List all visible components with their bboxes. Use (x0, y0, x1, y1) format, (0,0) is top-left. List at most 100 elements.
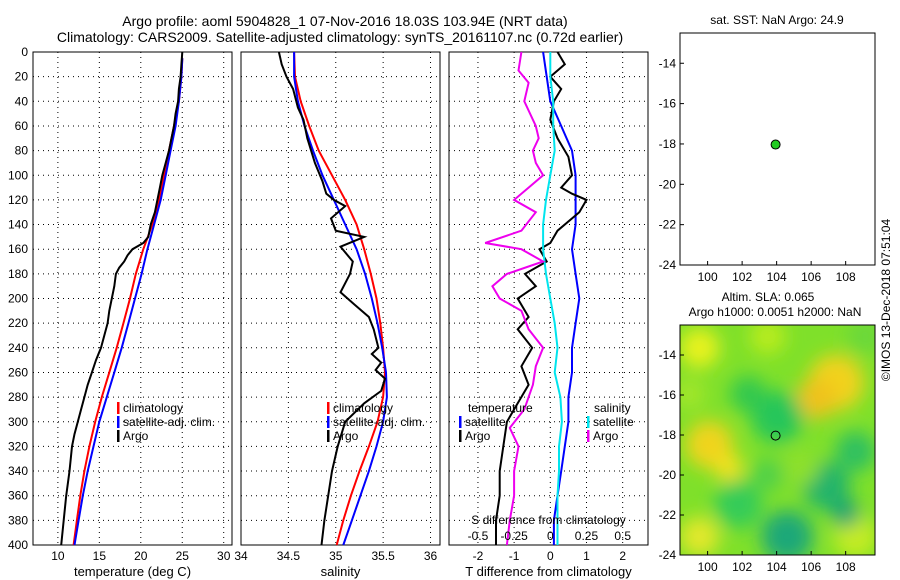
depth-tick-label: 180 (8, 267, 28, 281)
sla-heatmap-blob (796, 378, 837, 419)
salinity-xtick-label: 35 (329, 549, 343, 563)
depth-tick-label: 260 (8, 365, 28, 379)
sla-heatmap-blob (751, 458, 784, 491)
sla-map-xtick-label: 106 (801, 560, 821, 574)
difference-xtick-label: 0 (547, 549, 554, 563)
sst-map-ytick-label: -16 (659, 97, 677, 111)
sst-map-xtick-label: 102 (732, 270, 752, 284)
sst-map-ytick-label: -24 (659, 258, 677, 272)
temperature-axes-frame (32, 51, 233, 546)
depth-tick-label: 240 (8, 341, 28, 355)
difference-legend-temperature-heading: temperature (468, 401, 533, 415)
difference-s-tick-label: 0.5 (614, 529, 631, 543)
sla-map-argo-point (770, 430, 781, 441)
difference-legend-swatch (459, 430, 462, 442)
difference-series-s-argo (484, 51, 546, 546)
salinity-legend-swatch (327, 430, 330, 442)
depth-tick-label: 20 (15, 70, 29, 84)
difference-series-t-satellite (542, 51, 581, 545)
difference-legend-label: Argo (593, 429, 619, 443)
depth-tick-label: 140 (8, 218, 28, 232)
sst-map-xtick-label: 100 (698, 270, 718, 284)
difference-legend-swatch (587, 416, 590, 428)
sla-heatmap-blob (782, 449, 819, 486)
salinity-legend-swatch (327, 402, 330, 414)
sst-map-xtick-label: 104 (767, 270, 787, 284)
depth-tick-label: 340 (8, 464, 28, 478)
temperature-xtick-label: 10 (51, 549, 65, 563)
depth-tick-label: 120 (8, 193, 28, 207)
sla-heatmap-blob (714, 480, 763, 529)
difference-legend-label: Argo (465, 429, 491, 443)
sla-heatmap-blob (751, 391, 804, 443)
difference-legend-swatch (459, 416, 462, 428)
difference-s-tick-label: -0.5 (468, 529, 489, 543)
temperature-xtick-label: 20 (134, 549, 148, 563)
salinity-axes-frame (240, 51, 441, 546)
sst-map-xtick-label: 108 (836, 270, 856, 284)
depth-tick-label: 400 (8, 538, 28, 552)
depth-tick-label: 40 (15, 94, 29, 108)
difference-xtick-label: -1 (509, 549, 520, 563)
sla-heatmap-blob (680, 328, 720, 368)
depth-tick-label: 80 (15, 144, 29, 158)
difference-xlabel-salinity: S difference from climatology (471, 513, 626, 527)
difference-xtick-label: -2 (473, 549, 484, 563)
sst-map-argo-point (770, 139, 781, 150)
depth-tick-label: 360 (8, 489, 28, 503)
sla-map-xtick-label: 100 (698, 560, 718, 574)
title-line-1: Argo profile: aoml 5904828_1 07-Nov-2016… (122, 13, 567, 29)
salinity-legend-label: Argo (333, 429, 359, 443)
difference-xlabel-temperature: T difference from climatology (465, 564, 632, 579)
sla-heatmap-blob (761, 510, 814, 555)
difference-s-tick-label: -0.25 (500, 529, 528, 543)
salinity-legend-label: climatology (333, 401, 393, 415)
salinity-xtick-label: 34.5 (277, 549, 301, 563)
salinity-legend-swatch (327, 416, 330, 428)
sla-heatmap-blob (680, 378, 706, 410)
sla-heatmap-blob (714, 453, 743, 482)
sla-heatmap-blob (680, 516, 720, 555)
difference-xtick-label: 1 (583, 549, 590, 563)
sla-map-ytick-label: -24 (659, 548, 677, 562)
temperature-legend-label: climatology (123, 401, 183, 415)
sla-map-ytick-label: -14 (659, 348, 677, 362)
depth-tick-label: 60 (15, 119, 29, 133)
sst-map-ytick-label: -20 (659, 177, 677, 191)
sla-map-xtick-label: 102 (732, 560, 752, 574)
salinity-series-climatology (293, 51, 387, 546)
sst-map-ytick-label: -18 (659, 137, 677, 151)
sla-heatmap-blob (730, 376, 767, 412)
sla-map-ytick-label: -18 (659, 428, 677, 442)
depth-tick-label: 320 (8, 439, 28, 453)
sla-heatmap-blob (831, 499, 860, 528)
sla-heatmap-blob (847, 325, 875, 355)
difference-legend-label: satellite (465, 415, 506, 429)
sla-map-xtick-label: 104 (767, 560, 787, 574)
temperature-legend-label: satellite-adj. clim. (123, 415, 215, 429)
temperature-legend-swatch (117, 430, 120, 442)
sla-map-ytick-label: -22 (659, 508, 677, 522)
salinity-xtick-label: 36 (424, 549, 438, 563)
sla-heatmap-blob (749, 325, 786, 355)
temperature-xtick-label: 15 (93, 549, 107, 563)
depth-tick-label: 0 (21, 45, 28, 59)
temperature-xtick-label: 25 (176, 549, 190, 563)
sla-heatmap-blob (835, 431, 875, 472)
depth-tick-label: 300 (8, 415, 28, 429)
depth-tick-label: 280 (8, 390, 28, 404)
difference-legend-swatch (587, 430, 590, 442)
temperature-series-satellite-adj-clim- (73, 58, 184, 546)
temperature-series-argo (60, 51, 184, 546)
temperature-legend-label: Argo (123, 429, 149, 443)
sla-heatmap-field (680, 325, 875, 555)
difference-s-tick-label: 0 (547, 529, 554, 543)
temperature-legend-swatch (117, 416, 120, 428)
stamp: ©IMOS 13-Dec-2018 07:51:04 (879, 219, 893, 382)
difference-series-s-satellite (542, 52, 563, 545)
temperature-legend-swatch (117, 402, 120, 414)
temperature-xtick-label: 30 (217, 549, 231, 563)
sla-map-title-1: Altim. SLA: 0.065 (722, 290, 815, 304)
difference-legend-label: satellite (593, 415, 634, 429)
